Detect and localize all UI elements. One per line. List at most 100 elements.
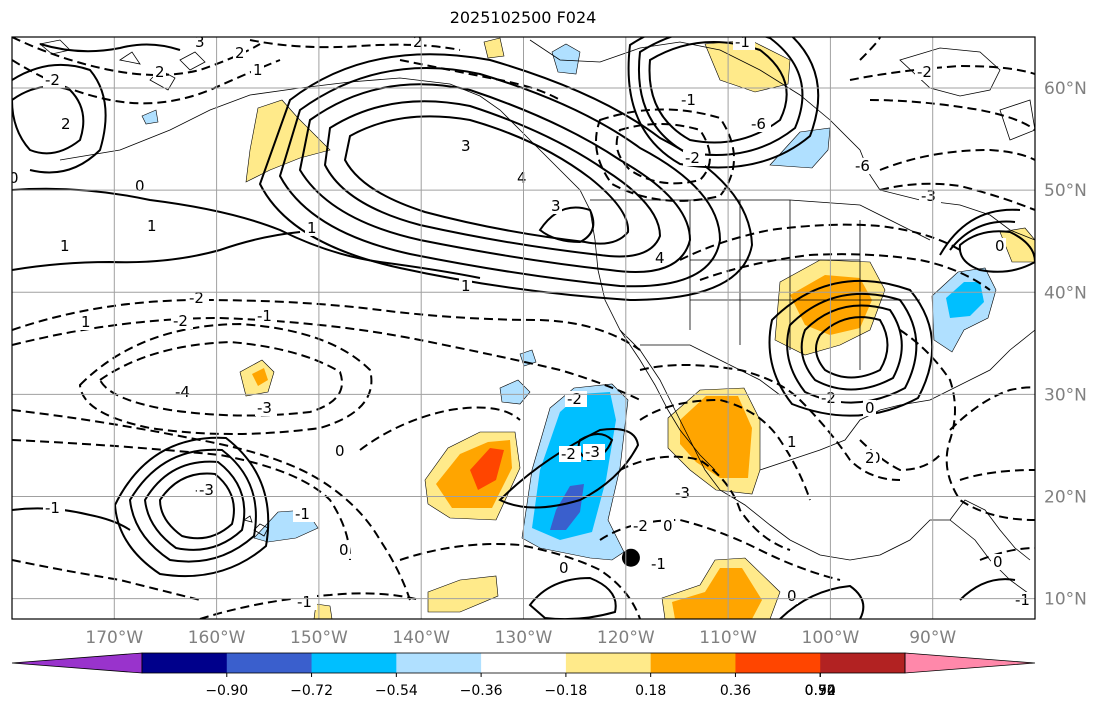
contour-label-background (559, 446, 581, 462)
contour-label-background (173, 384, 195, 400)
contour-label: -2 (567, 390, 582, 408)
contour-label-background (549, 198, 562, 214)
contour-label: 1 (147, 217, 157, 235)
contour-label: 4 (517, 169, 527, 187)
contour-label: -3 (257, 399, 272, 417)
lon-tick-label: 130°W (495, 628, 553, 648)
colorbar-tick-label: −0.18 (544, 683, 587, 699)
lon-tick-label: 150°W (290, 628, 348, 648)
contour-label-background (863, 450, 876, 466)
lon-tick-label: 100°W (802, 628, 860, 648)
contour-label-background (991, 554, 1004, 570)
contour-label: 0 (995, 237, 1005, 255)
contour-label-background (459, 138, 472, 154)
colorbar-segment (650, 653, 736, 673)
border-us-mexico (640, 344, 781, 396)
lon-tick-label: 120°W (597, 628, 655, 648)
map-title: 2025102500 F024 (449, 8, 597, 27)
contour-label-background (12, 170, 20, 186)
colorbar-segment (481, 653, 567, 673)
contour-label-background (1013, 592, 1035, 608)
colorbar-tick-label: 0.90 (805, 683, 836, 699)
contour-label: 2 (235, 44, 245, 62)
contour-label: 4 (655, 249, 665, 267)
colorbar-segment (142, 653, 228, 673)
contour-label-background (145, 218, 158, 234)
coast-canada-arch (899, 47, 1035, 141)
contour-label: -6 (751, 115, 766, 133)
contour-label: -2 (561, 445, 576, 463)
contour-label: 3 (461, 137, 471, 155)
shade-positive-mexico-core (680, 396, 752, 478)
coast-baja (619, 329, 716, 471)
contour-label: -2 (173, 312, 188, 330)
contour-label: 0 (339, 541, 349, 559)
contour-label-background (749, 116, 771, 132)
contour-label-background (255, 308, 277, 324)
contour-label-background (337, 542, 350, 558)
contour-label: -2 (45, 71, 60, 89)
colorbar-segment (820, 653, 906, 673)
contour-label: 0 (9, 169, 19, 187)
shade-negative-small-a (499, 379, 531, 405)
contour-label: 3 (195, 33, 205, 51)
contour-label: 1 (307, 219, 317, 237)
lat-tick-label: 20°N (1044, 487, 1087, 507)
contour-label: 0 (993, 553, 1003, 571)
contour-lines-solid (12, 37, 1035, 619)
contour-label: -3 (675, 484, 690, 502)
contour-label-background (785, 434, 798, 450)
contour-label: 0 (335, 442, 345, 460)
contour-label-background (673, 485, 695, 501)
contour-label: 3 (551, 197, 561, 215)
lon-tick-label: 140°W (392, 628, 450, 648)
contour-label-background (679, 92, 701, 108)
contour-label-background (233, 45, 246, 61)
contour-label: -1 (1015, 591, 1030, 609)
contour-label-background (305, 220, 318, 236)
shade-negative-hudson (769, 127, 831, 169)
lat-tick-label: 60°N (1044, 79, 1087, 99)
contour-label: -2 (189, 289, 204, 307)
contour-label-background (919, 188, 941, 204)
contour-label-background (59, 116, 72, 132)
contour-label: -1 (735, 33, 750, 51)
contour-label-background (993, 238, 1006, 254)
storm-center-marker (621, 548, 640, 567)
contour-label: 1 (787, 433, 797, 451)
lat-axis-labels: 10°N 20°N 30°N 40°N 50°N 60°N (1044, 79, 1087, 610)
contour-label: -2 (917, 63, 932, 81)
colorbar-segment (735, 653, 821, 673)
shade-positive-small-south (427, 575, 499, 613)
coast-gulf (759, 329, 1035, 471)
lon-tick-label: 160°W (188, 628, 246, 648)
contour-label-background (43, 500, 65, 516)
contour-label-background (863, 400, 876, 416)
contour-label-background (915, 64, 937, 80)
coast-islands-nw (39, 39, 206, 91)
lat-tick-label: 40°N (1044, 283, 1087, 303)
contour-label-background (293, 506, 315, 522)
lon-tick-label: 90°W (909, 628, 956, 648)
contour-label: -4 (175, 383, 190, 401)
contour-label-background (43, 72, 65, 88)
contour-label: 0 (663, 517, 673, 535)
contour-label: -2 (821, 389, 836, 407)
contour-label-background (333, 443, 346, 459)
shade-negative-central-peak (550, 484, 584, 530)
contour-label: -3 (199, 481, 214, 499)
contour-label: 1 (461, 277, 471, 295)
shade-positive-hawaii-core (252, 368, 268, 386)
shaded-anomaly-fields (141, 37, 1035, 619)
contour-label-background (79, 314, 92, 330)
contour-label-background (171, 313, 193, 329)
lat-tick-label: 30°N (1044, 385, 1087, 405)
contour-label-background (515, 170, 528, 186)
contour-label: 0 (787, 587, 797, 605)
colorbar-tick-label: −0.72 (290, 683, 333, 699)
colorbar-tick-label: −0.36 (460, 683, 503, 699)
contour-label: -1 (257, 307, 272, 325)
contour-label-background (459, 278, 472, 294)
colorbar-tick-label: 0.36 (720, 683, 751, 699)
